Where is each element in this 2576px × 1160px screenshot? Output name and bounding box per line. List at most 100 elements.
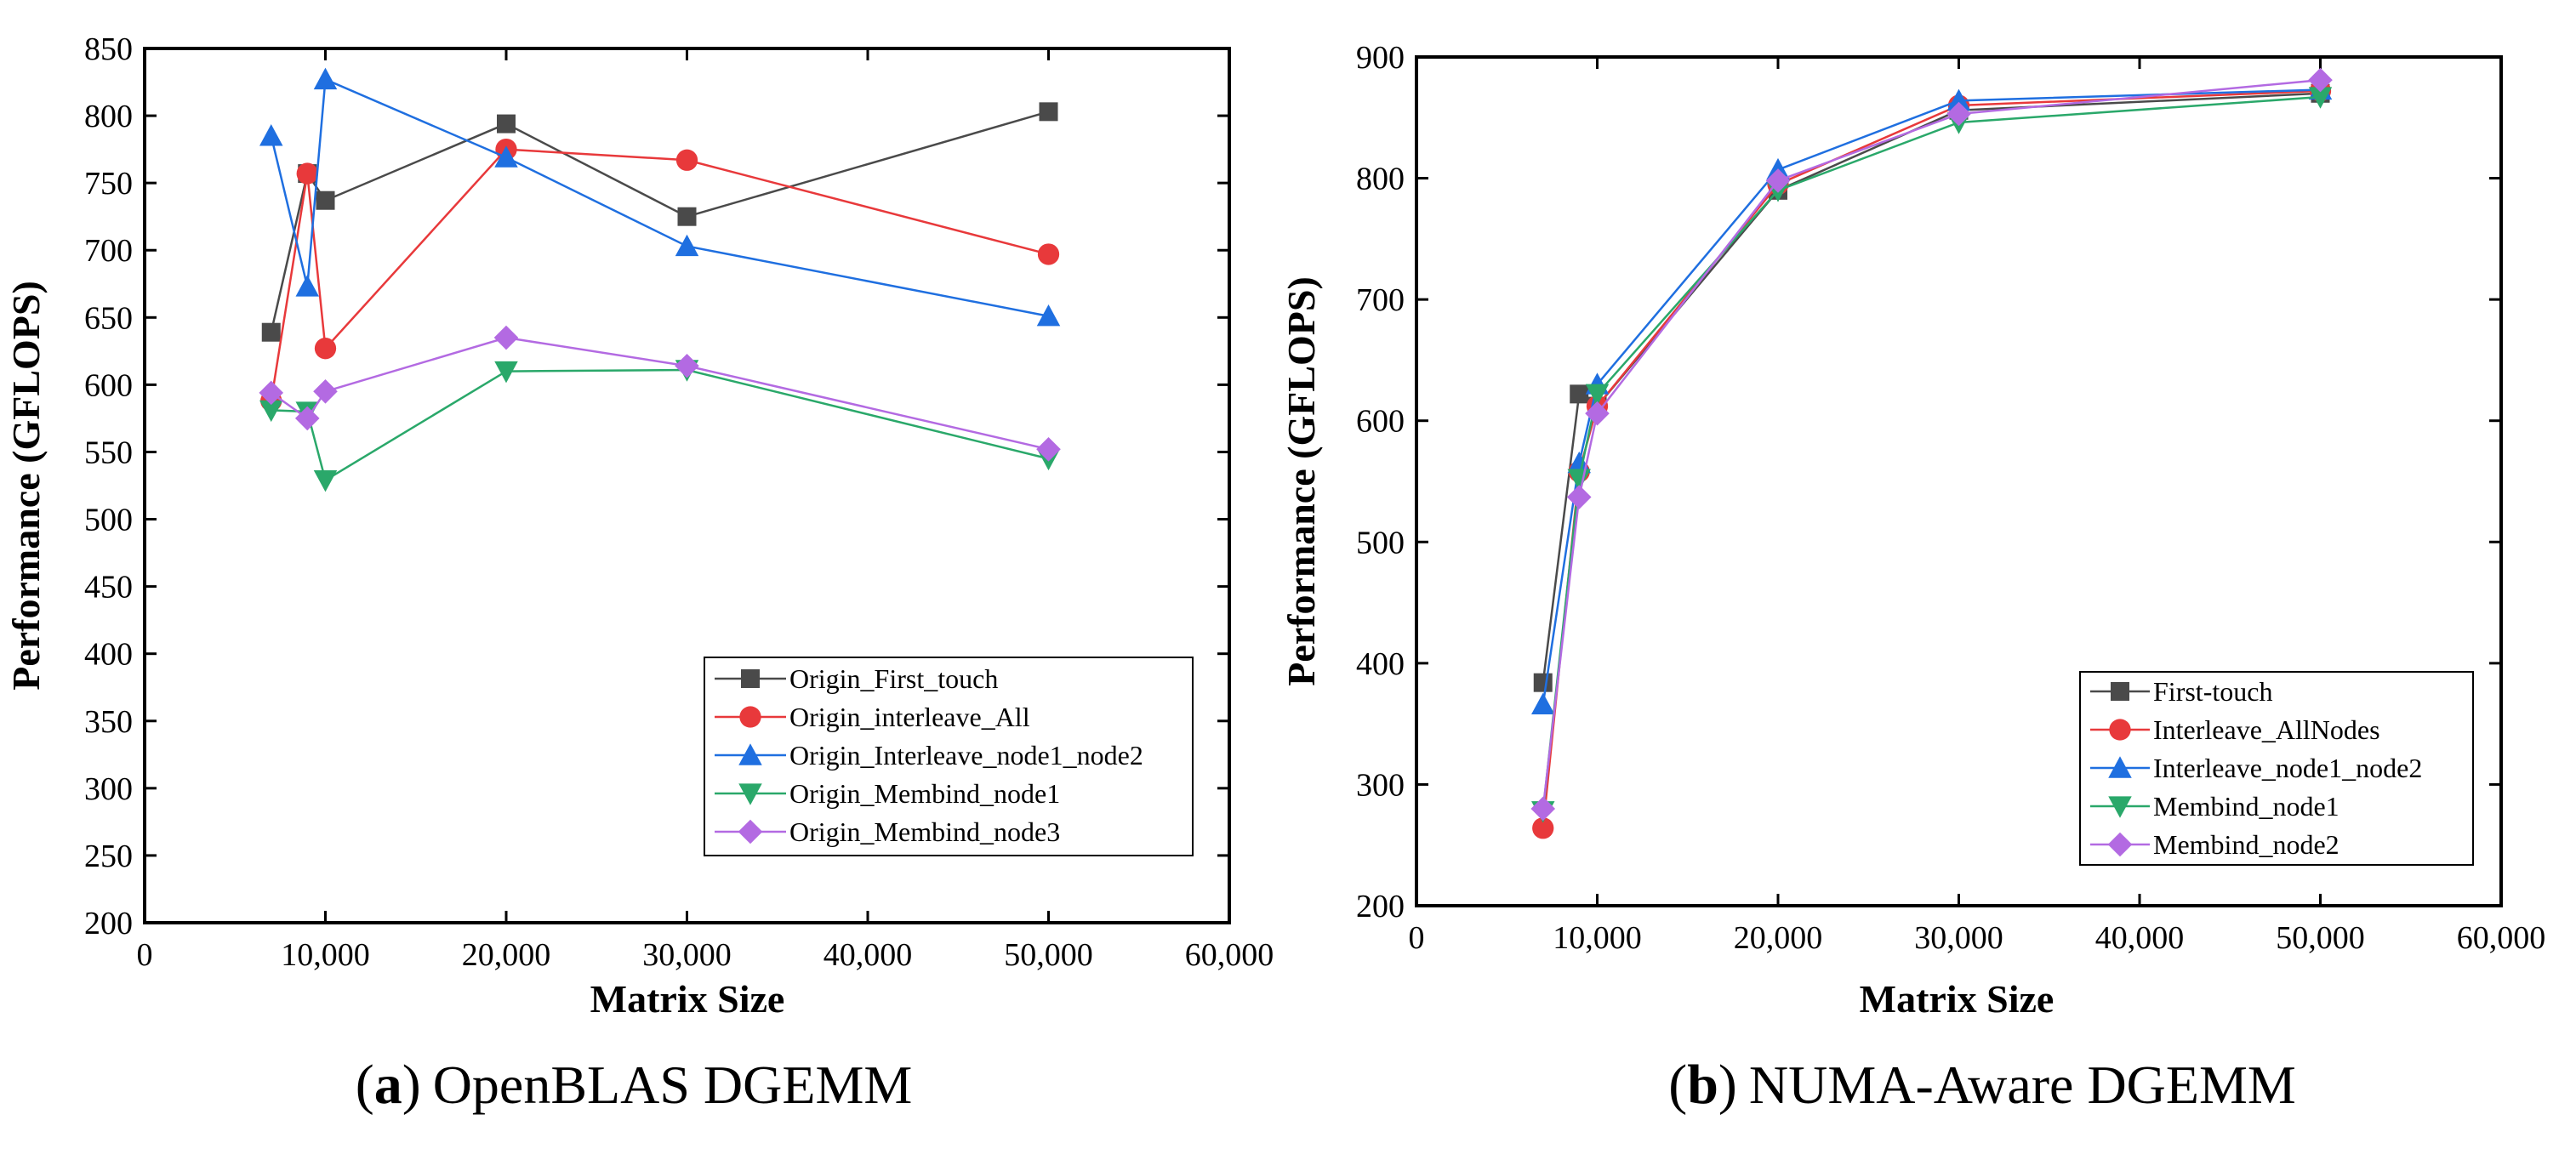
y-tick-label: 400 <box>1356 646 1405 682</box>
series-First-touch <box>1533 83 2330 692</box>
data-point <box>1036 436 1061 462</box>
y-axis-title: Performance (GFLOPS) <box>1279 276 1323 686</box>
series-line <box>270 77 1049 317</box>
x-tick-label: 10,000 <box>281 937 370 973</box>
data-point <box>677 207 697 226</box>
data-point <box>1570 384 1589 404</box>
x-tick-label: 40,000 <box>2095 920 2185 956</box>
x-tick-label: 60,000 <box>1185 937 1274 973</box>
data-point <box>1530 796 1556 822</box>
data-point <box>1566 485 1592 509</box>
y-tick-label: 300 <box>84 771 133 807</box>
data-point <box>259 380 284 406</box>
series-line <box>1542 95 2321 811</box>
series-line <box>270 148 1049 401</box>
caption-letter: a <box>374 1054 402 1116</box>
legend-swatch-marker <box>738 783 762 805</box>
data-point <box>314 338 337 360</box>
x-tick-label: 50,000 <box>1004 937 1093 973</box>
panel-caption: (b) NUMA-Aware DGEMM <box>1668 1054 2296 1116</box>
legend-entry: Origin_Membind_node3 <box>789 816 1060 847</box>
legend-swatch-marker <box>2108 796 2132 818</box>
y-tick-label: 200 <box>1356 889 1405 924</box>
x-tick-label: 60,000 <box>2457 920 2546 956</box>
data-point <box>1039 102 1058 122</box>
x-tick-label: 20,000 <box>1734 920 1823 956</box>
series-line <box>271 336 1049 451</box>
legend: First-touch Interleave_AllNodes Interleave… <box>2079 671 2474 866</box>
y-tick-label: 500 <box>1356 525 1405 560</box>
data-point <box>1585 401 1610 426</box>
series-line <box>1542 92 2321 683</box>
x-axis-title: Matrix Size <box>590 977 785 1021</box>
legend-entry: Membind_node1 <box>2153 791 2339 822</box>
caption-close-paren: ) <box>1718 1054 1737 1116</box>
series-Membind_node2 <box>1530 67 2333 822</box>
panel-caption: (a) OpenBLAS DGEMM <box>356 1054 913 1116</box>
legend: Origin_First_touch Origin_interleave_All O… <box>704 657 1194 856</box>
series-Interleave_node1_node2 <box>1531 77 2333 715</box>
legend-swatch-marker <box>741 669 760 688</box>
legend-entry: Membind_node2 <box>2153 829 2339 860</box>
y-tick-label: 800 <box>1356 162 1405 197</box>
data-point <box>295 275 319 297</box>
x-tick-label: 10,000 <box>1553 920 1642 956</box>
data-point <box>1946 88 1971 111</box>
data-point <box>493 325 519 350</box>
series-line <box>1542 88 2321 705</box>
y-tick-label: 550 <box>84 435 133 470</box>
x-tick-label: 0 <box>1409 920 1425 956</box>
y-tick-label: 300 <box>1356 767 1405 803</box>
y-tick-label: 700 <box>84 233 133 269</box>
x-tick-label: 20,000 <box>462 937 551 973</box>
data-point <box>294 406 320 431</box>
data-point <box>313 67 338 90</box>
data-point <box>259 124 283 146</box>
data-point <box>1532 817 1554 839</box>
legend-swatch-marker <box>2111 682 2129 701</box>
series-Origin_Membind_node1 <box>259 360 1061 492</box>
legend-entry: First-touch <box>2153 676 2272 707</box>
y-tick-label: 850 <box>84 31 133 67</box>
data-point <box>296 162 318 185</box>
chart-panel-a: 200 250 300 350 400 450 500 550 600 650 700 750 800 8… <box>4 31 1274 1116</box>
data-point <box>494 145 518 168</box>
x-tick-label: 0 <box>137 937 153 973</box>
data-point <box>259 400 283 423</box>
x-tick-label: 50,000 <box>2276 920 2365 956</box>
data-point <box>1533 673 1553 692</box>
x-axis-title: Matrix Size <box>1860 977 2055 1021</box>
data-point <box>2308 67 2333 93</box>
legend-swatch-marker <box>2109 719 2131 741</box>
y-tick-label: 600 <box>84 367 133 403</box>
series-line <box>270 111 1049 333</box>
data-point <box>2308 87 2333 109</box>
legend-swatch-marker <box>738 743 762 765</box>
y-tick-label: 450 <box>84 570 133 606</box>
y-axis-title: Performance (GFLOPS) <box>4 281 48 691</box>
legend-entry: Origin_First_touch <box>789 663 998 694</box>
legend-swatch-marker <box>2108 756 2132 778</box>
data-point <box>261 322 281 342</box>
legend-entry: Interleave_AllNodes <box>2153 714 2380 745</box>
legend-swatch-marker <box>739 706 761 728</box>
data-point <box>1037 243 1060 265</box>
caption-title: NUMA-Aware DGEMM <box>1749 1055 2296 1115</box>
series-line <box>1542 78 2321 810</box>
y-tick-label: 900 <box>1356 40 1405 76</box>
data-point <box>1036 304 1061 327</box>
caption-open-paren: ( <box>356 1054 374 1116</box>
series-Origin_First_touch <box>261 102 1058 342</box>
legend-entry: Origin_interleave_All <box>789 702 1030 732</box>
data-point <box>1585 384 1610 407</box>
legend-entry: Interleave_node1_node2 <box>2153 753 2422 783</box>
x-tick-label: 40,000 <box>824 937 913 973</box>
legend-entry: Origin_Interleave_node1_node2 <box>789 740 1143 770</box>
data-point <box>675 353 699 378</box>
caption-open-paren: ( <box>1668 1054 1687 1116</box>
caption-letter: b <box>1687 1054 1718 1116</box>
y-tick-label: 700 <box>1356 282 1405 318</box>
y-tick-label: 500 <box>84 503 133 538</box>
series-Origin_Membind_node3 <box>259 325 1061 462</box>
